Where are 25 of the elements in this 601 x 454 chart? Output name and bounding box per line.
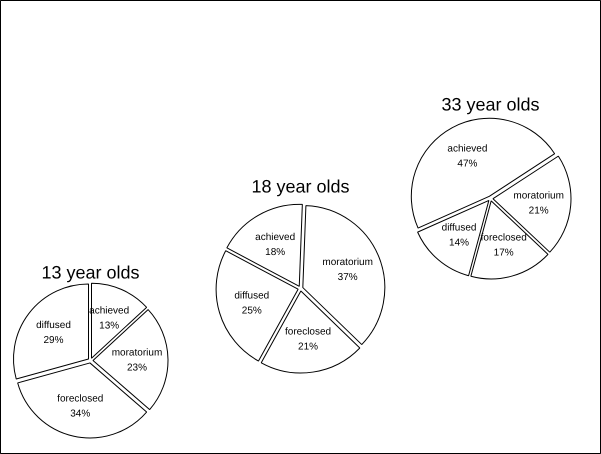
chart-title: 13 year olds: [41, 262, 140, 282]
slice-label: diffused: [36, 320, 71, 331]
data-label: 29%: [43, 334, 64, 346]
data-label: 21%: [528, 205, 549, 216]
slice-label: foreclosed: [284, 326, 332, 338]
data-label: 14%: [449, 238, 470, 249]
data-label: 23%: [126, 362, 148, 374]
chart-title: 18 year olds: [251, 176, 350, 196]
slice-label: achieved: [447, 144, 488, 155]
slice-label: moratorium: [322, 257, 373, 268]
data-label: 47%: [457, 158, 478, 170]
data-label: 17%: [494, 248, 514, 259]
data-label: 13%: [99, 320, 120, 332]
data-label: 37%: [338, 272, 358, 284]
slice-label: diffused: [442, 222, 476, 234]
slice-label: moratorium: [112, 347, 162, 358]
data-label: 21%: [298, 341, 318, 352]
slice-label: diffused: [234, 290, 270, 302]
data-label: 34%: [70, 408, 90, 420]
data-label: 25%: [242, 305, 262, 316]
slice-label: moratorium: [513, 190, 564, 202]
slice-label: foreclosed: [57, 393, 104, 404]
chart-title: 33 year olds: [441, 94, 540, 114]
slice-label: achieved: [255, 232, 296, 243]
data-label: 18%: [265, 246, 286, 258]
